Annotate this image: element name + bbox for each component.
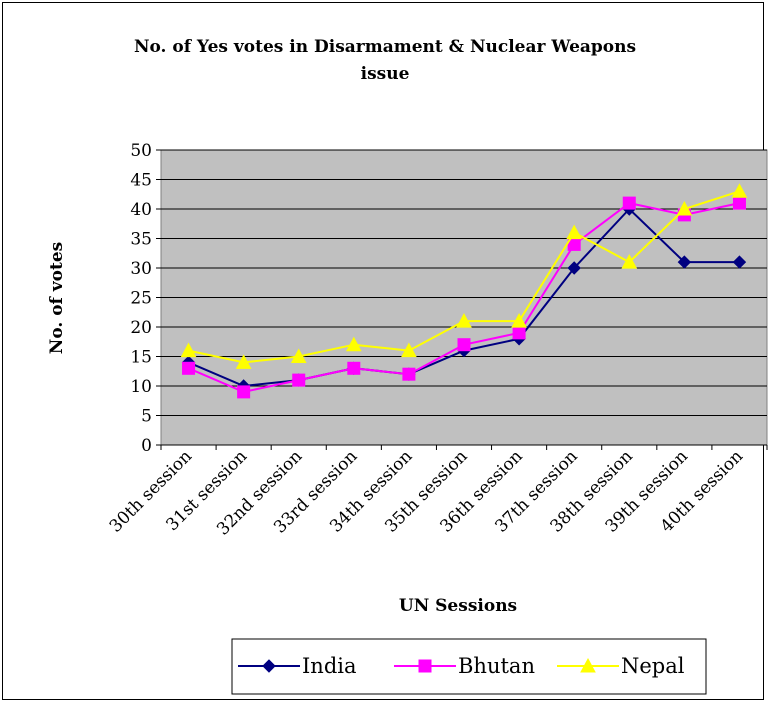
chart-title-line2: issue <box>361 64 410 84</box>
y-tick-label: 40 <box>130 200 152 220</box>
data-point <box>293 374 305 386</box>
data-point <box>513 327 525 339</box>
data-point <box>348 362 360 374</box>
y-tick-label: 20 <box>130 318 152 338</box>
y-tick-label: 45 <box>130 171 152 191</box>
y-axis-title: No. of votes <box>47 242 67 354</box>
legend-label: India <box>302 654 357 678</box>
legend-label: Bhutan <box>458 654 535 678</box>
y-axis: 0 5 10 15 20 25 30 35 40 45 50 <box>130 141 161 456</box>
y-tick-label: 30 <box>130 259 152 279</box>
y-tick-label: 15 <box>130 348 152 368</box>
y-tick-label: 5 <box>141 407 152 427</box>
y-tick-label: 0 <box>141 436 152 456</box>
data-point <box>403 368 415 380</box>
legend-marker <box>419 660 431 672</box>
data-point <box>733 197 745 209</box>
legend-label: Nepal <box>621 654 685 678</box>
y-tick-label: 50 <box>130 141 152 161</box>
y-tick-label: 10 <box>130 377 152 397</box>
data-point <box>458 339 470 351</box>
y-tick-label: 25 <box>130 289 152 309</box>
data-point <box>183 362 195 374</box>
data-point <box>623 197 635 209</box>
y-tick-label: 35 <box>130 230 152 250</box>
legend: India Bhutan Nepal <box>232 639 706 694</box>
chart-title-line1: No. of Yes votes in Disarmament & Nuclea… <box>134 37 636 57</box>
data-point <box>238 386 250 398</box>
x-axis-title: UN Sessions <box>399 596 517 616</box>
